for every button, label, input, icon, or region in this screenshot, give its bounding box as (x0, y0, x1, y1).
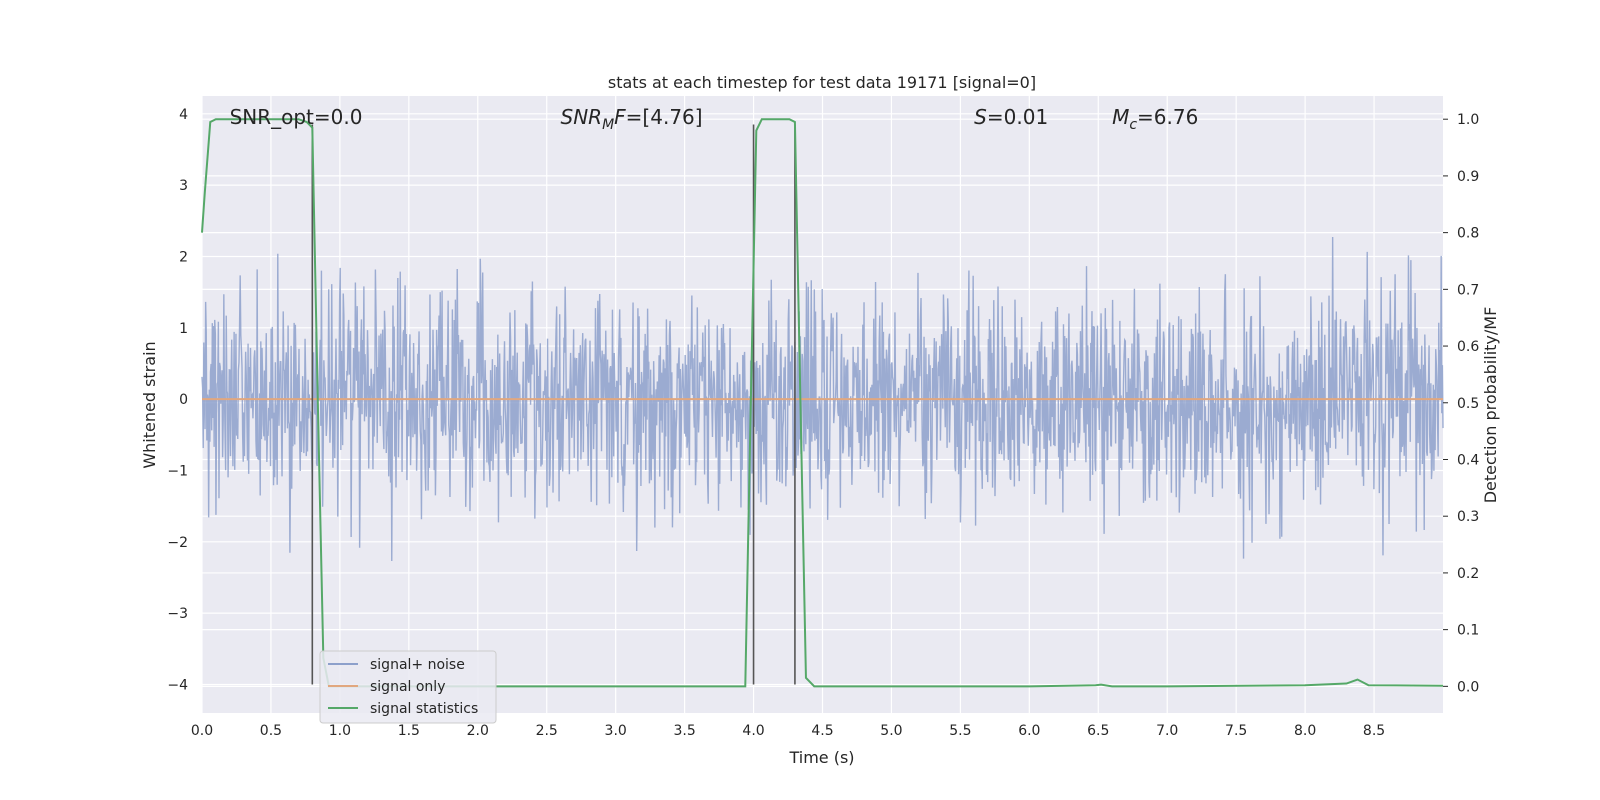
y-right-tick-label-7: 0.7 (1457, 282, 1479, 298)
series-line-signal-noise (201, 237, 1444, 561)
x-tick-label-6: 3.0 (605, 723, 627, 739)
y-left-axis-ticks: −4 −3 −2 −1 0 1 2 3 4 (167, 107, 188, 694)
x-tick-label-11: 5.5 (949, 723, 971, 739)
legend-label-signal-only: signal only (370, 679, 445, 695)
series-line-signal-statistics (201, 118, 1444, 688)
legend-label-signal-noise: signal+ noise (370, 657, 465, 673)
x-tick-label-15: 7.5 (1225, 723, 1247, 739)
x-axis-label: Time (s) (788, 748, 854, 767)
y-left-tick-label-1: −3 (167, 606, 188, 622)
x-tick-label-12: 6.0 (1018, 723, 1040, 739)
x-tick-label-9: 4.5 (811, 723, 833, 739)
y-left-tick-label-6: 2 (179, 249, 188, 265)
y-left-tick-label-7: 3 (179, 178, 188, 194)
x-tick-label-0: 0.0 (191, 723, 213, 739)
y-right-tick-label-1: 0.1 (1457, 623, 1479, 639)
x-tick-label-3: 1.5 (398, 723, 420, 739)
x-axis-ticks: 0.0 0.5 1.0 1.5 2.0 2.5 3.0 3.5 4.0 4.5 5.0 5.5 6.0 6… (191, 723, 1385, 739)
y-left-tick-label-4: 0 (179, 392, 188, 408)
y-left-tick-label-0: −4 (167, 677, 188, 693)
x-tick-label-17: 8.5 (1363, 723, 1385, 739)
y-right-tick-label-5: 0.5 (1457, 396, 1479, 412)
series-signal-noise (201, 237, 1444, 561)
y-right-tick-label-4: 0.4 (1457, 452, 1479, 468)
y-left-tick-label-5: 1 (179, 321, 188, 337)
x-tick-label-16: 8.0 (1294, 723, 1316, 739)
x-tick-label-14: 7.0 (1156, 723, 1178, 739)
y-left-tick-label-3: −1 (167, 463, 188, 479)
y-right-axis-label: Detection probability/MF (1481, 307, 1500, 504)
chart-title: stats at each timestep for test data 191… (608, 73, 1036, 92)
annotation-mass-mc: Mc=6.76 (1112, 105, 1198, 133)
legend: signal+ noise signal only signal statist… (319, 650, 497, 724)
x-tick-label-5: 2.5 (536, 723, 558, 739)
y-right-tick-label-9: 0.9 (1457, 169, 1479, 185)
y-right-tick-label-0: 0.0 (1457, 679, 1479, 695)
annotation-stat-s: S=0.01 (974, 105, 1048, 129)
y-left-tick-label-2: −2 (167, 535, 188, 551)
x-tick-label-13: 6.5 (1087, 723, 1109, 739)
y-left-tick-label-8: 4 (179, 107, 188, 123)
y-right-axis-ticks: 0.0 0.1 0.2 0.3 0.4 0.5 0.6 0.7 0.8 0.9 1.0 (1443, 112, 1479, 695)
annotation-snr-opt: SNR_opt=0.0 (230, 105, 363, 129)
y-right-tick-label-8: 0.8 (1457, 226, 1479, 242)
legend-box (319, 650, 497, 724)
series-signal-statistics (201, 118, 1444, 688)
annotation-snr-mf: SNRMF=[4.76] (561, 105, 703, 133)
legend-label-signal-statistics: signal statistics (370, 701, 478, 717)
x-tick-label-7: 3.5 (673, 723, 695, 739)
y-right-tick-label-3: 0.3 (1457, 509, 1479, 525)
y-right-tick-label-2: 0.2 (1457, 566, 1479, 582)
x-tick-label-4: 2.0 (467, 723, 489, 739)
y-right-tick-label-10: 1.0 (1457, 112, 1479, 128)
annotations: SNR_opt=0.0 SNRMF=[4.76] S=0.01 Mc=6.76 (230, 105, 1199, 133)
x-tick-label-1: 0.5 (260, 723, 282, 739)
x-tick-label-2: 1.0 (329, 723, 351, 739)
x-tick-label-8: 4.0 (742, 723, 764, 739)
x-tick-label-10: 5.0 (880, 723, 902, 739)
y-right-tick-label-6: 0.6 (1457, 339, 1479, 355)
y-left-axis-label: Whitened strain (140, 341, 159, 468)
